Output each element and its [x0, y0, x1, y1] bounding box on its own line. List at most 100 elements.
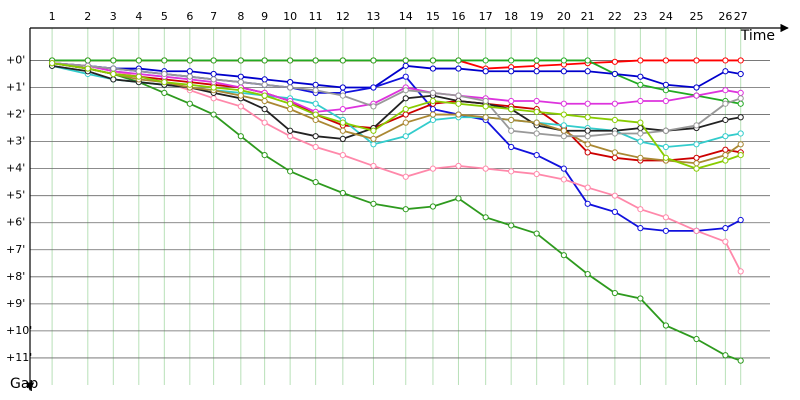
lap-point	[455, 57, 462, 64]
lap-point	[339, 135, 346, 142]
lap-point	[584, 114, 591, 121]
lap-point	[611, 208, 618, 216]
lap-point	[210, 84, 217, 91]
lap-point	[135, 57, 142, 64]
lap-point	[455, 92, 462, 99]
lap-point	[429, 65, 437, 72]
lap-point	[662, 143, 669, 151]
lap-point	[737, 152, 744, 159]
lap-point	[533, 62, 540, 69]
lap-point	[508, 97, 515, 105]
lap-point	[722, 87, 729, 94]
lap-point	[210, 57, 217, 64]
lap-point	[287, 168, 294, 175]
lap-point	[722, 116, 729, 124]
lap-point	[611, 58, 618, 65]
lap-point	[722, 152, 729, 159]
lap-point	[693, 141, 700, 148]
lap-point	[693, 160, 700, 167]
x-tick-label: 21	[581, 10, 595, 23]
lap-point	[722, 133, 729, 140]
lap-point	[210, 70, 217, 78]
lap-point	[482, 165, 489, 172]
lap-point	[312, 57, 319, 64]
lap-point	[722, 57, 729, 64]
lap-point	[508, 116, 515, 124]
lap-point	[84, 57, 91, 64]
y-tick-label: +1'	[6, 81, 25, 94]
lap-point	[402, 57, 409, 64]
lap-point	[261, 81, 268, 88]
lap-point	[312, 111, 319, 118]
lap-point	[693, 165, 700, 172]
lap-point	[402, 119, 409, 126]
lap-point	[339, 84, 346, 91]
lap-point	[370, 141, 377, 148]
lap-point	[560, 57, 567, 64]
lap-point	[508, 143, 515, 151]
lap-point	[722, 100, 729, 107]
lap-point	[533, 68, 540, 75]
lap-point	[693, 84, 700, 91]
lap-point	[737, 130, 744, 137]
lap-point	[429, 165, 437, 172]
lap-point	[508, 127, 515, 134]
lap-point	[737, 95, 744, 102]
lap-point	[482, 68, 489, 75]
lap-point	[637, 73, 644, 80]
lap-point	[49, 60, 56, 67]
lap-point	[312, 81, 319, 88]
lap-point	[637, 154, 644, 161]
lap-point	[287, 127, 294, 134]
lap-point	[611, 130, 618, 137]
x-tick-label: 9	[261, 10, 268, 23]
lap-point	[611, 70, 618, 78]
lap-point	[429, 203, 437, 210]
lap-point	[370, 84, 377, 91]
lap-point	[508, 57, 515, 64]
lap-point	[339, 106, 346, 113]
lap-point	[737, 357, 744, 364]
x-tick-label: 23	[633, 10, 647, 23]
lap-point	[237, 103, 244, 110]
lap-point	[287, 78, 294, 86]
lap-point	[722, 68, 729, 75]
lap-point	[560, 165, 567, 172]
lap-point	[737, 141, 744, 148]
lap-point	[737, 100, 744, 107]
lap-point	[611, 149, 618, 156]
plot-area	[49, 57, 744, 364]
lap-point	[508, 106, 515, 113]
lap-point	[261, 106, 268, 113]
lap-point	[637, 130, 644, 137]
lap-point	[737, 268, 744, 275]
lap-point	[584, 149, 591, 156]
x-tick-label: 18	[504, 10, 518, 23]
lap-point	[429, 89, 437, 97]
lap-point	[584, 127, 591, 134]
series-line	[52, 62, 741, 138]
lap-point	[402, 95, 409, 102]
x-tick-label: 19	[530, 10, 544, 23]
y-axis-label: Gap	[10, 376, 38, 392]
x-tick-label: 11	[309, 10, 323, 23]
lap-point	[533, 170, 540, 178]
lap-point	[261, 76, 268, 83]
lap-point	[693, 335, 700, 343]
lap-point	[261, 119, 268, 126]
x-tick-label: 13	[366, 10, 380, 23]
lap-point	[339, 152, 346, 159]
lap-point	[584, 200, 591, 207]
x-tick-label: 26	[718, 10, 732, 23]
lap-point	[161, 89, 168, 97]
lap-point	[611, 116, 618, 124]
lap-point	[429, 57, 437, 64]
lap-point	[560, 100, 567, 107]
lap-point	[533, 108, 540, 115]
lap-point	[662, 227, 669, 234]
x-tick-label: 1	[49, 10, 56, 23]
lap-point	[210, 76, 217, 83]
x-tick-label: 20	[557, 10, 571, 23]
lap-point	[637, 124, 644, 132]
lap-point	[402, 62, 409, 69]
